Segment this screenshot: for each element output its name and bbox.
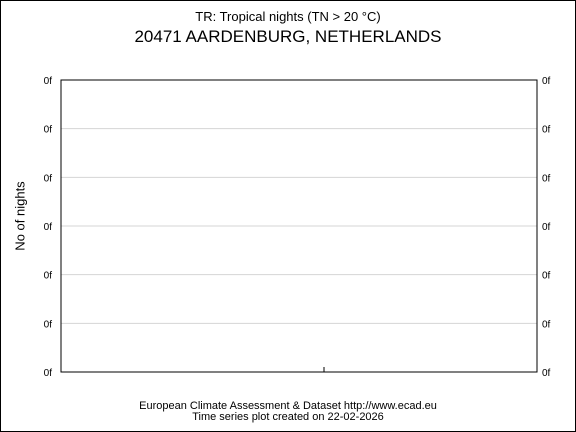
y-tick-label-right: 0f bbox=[542, 222, 551, 233]
y-tick-label-right: 0f bbox=[542, 319, 551, 330]
y-tick-label-right: 0f bbox=[542, 271, 551, 282]
y-tick-label-right: 0f bbox=[542, 76, 551, 87]
footer-source: European Climate Assessment & Dataset ht… bbox=[139, 400, 437, 412]
footer-created: Time series plot created on 22-02-2026 bbox=[192, 411, 384, 423]
y-axis-ticks: 0f 0f 0f 0f 0f 0f 0f 0f 0f 0f 0f 0f 0f 0f bbox=[44, 76, 551, 379]
plot-border bbox=[60, 79, 538, 373]
y-tick-label-right: 0f bbox=[542, 368, 551, 379]
y-tick-label-right: 0f bbox=[542, 173, 551, 184]
gridlines bbox=[61, 128, 537, 324]
y-tick-label-left: 0f bbox=[44, 222, 53, 233]
y-tick-label-left: 0f bbox=[44, 125, 53, 136]
station-subtitle: 20471 AARDENBURG, NETHERLANDS bbox=[134, 27, 442, 46]
y-tick-label-left: 0f bbox=[44, 271, 53, 282]
y-tick-label-left: 0f bbox=[44, 368, 53, 379]
y-tick-label-left: 0f bbox=[44, 319, 53, 330]
y-tick-label-right: 0f bbox=[542, 125, 551, 136]
chart-title: TR: Tropical nights (TN > 20 °C) bbox=[195, 9, 381, 24]
y-tick-label-left: 0f bbox=[44, 173, 53, 184]
y-tick-label-left: 0f bbox=[44, 76, 53, 87]
